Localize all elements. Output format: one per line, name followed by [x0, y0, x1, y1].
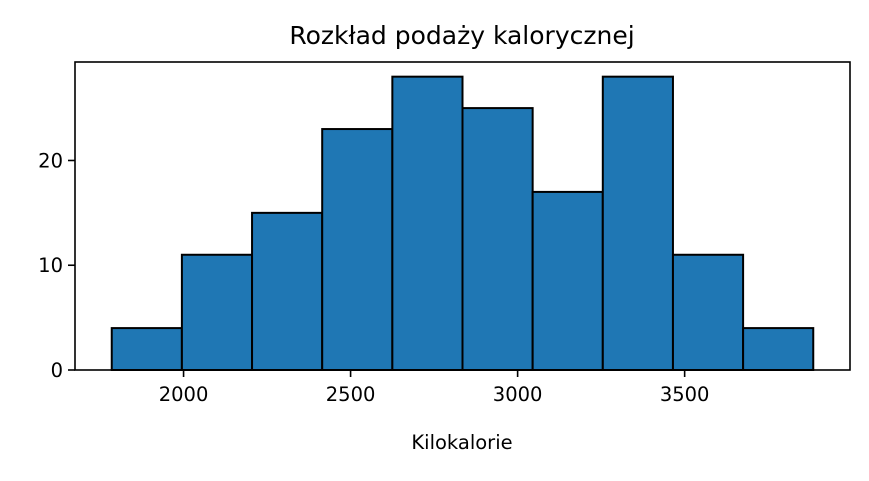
x-axis-label: Kilokalorie [411, 431, 512, 454]
x-tick-label: 3500 [660, 383, 710, 406]
histogram-bar [671, 253, 745, 371]
histogram-bar [321, 128, 394, 371]
y-tick-label: 10 [38, 254, 63, 277]
x-tick-label: 2500 [326, 383, 376, 406]
y-tick-label: 20 [38, 149, 63, 172]
histogram-bar [251, 211, 324, 371]
bars-layer [110, 75, 815, 372]
plot-frame [74, 61, 851, 371]
y-tick-label: 0 [51, 359, 63, 382]
histogram-bar [742, 327, 815, 372]
x-axis-ticks: 2000 2500 3000 3500 [159, 370, 710, 406]
histogram-bar [110, 327, 183, 372]
histogram-bar [180, 253, 254, 371]
histogram-bar [391, 75, 464, 372]
histogram-bar [531, 190, 604, 371]
chart-title: Rozkład podaży kalorycznej [289, 21, 634, 50]
y-axis-ticks: 0 10 20 [38, 149, 75, 382]
x-tick-label: 2000 [159, 383, 209, 406]
histogram-bar [601, 75, 674, 372]
x-tick-label: 3000 [493, 383, 543, 406]
histogram-bar [461, 107, 534, 371]
